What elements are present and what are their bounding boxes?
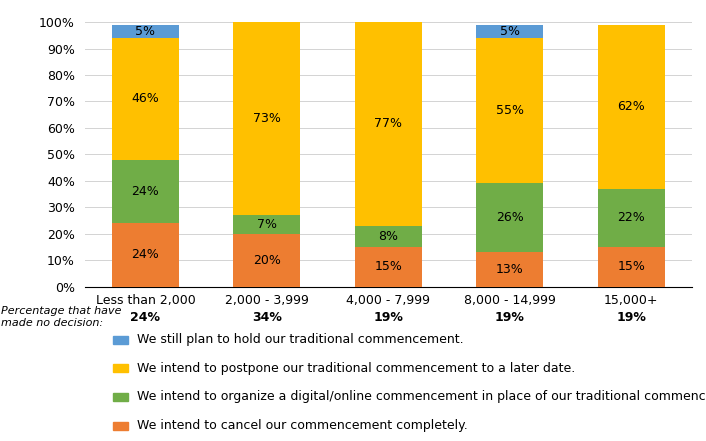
Text: 7%: 7% xyxy=(257,218,277,231)
Text: 24%: 24% xyxy=(131,248,160,262)
Text: 46%: 46% xyxy=(131,92,160,105)
Bar xyxy=(355,247,421,287)
Text: Percentage that have
made no decision:: Percentage that have made no decision: xyxy=(1,306,121,328)
Bar xyxy=(355,22,421,226)
Text: 73%: 73% xyxy=(253,112,281,125)
Text: 19%: 19% xyxy=(616,311,646,324)
Bar xyxy=(112,25,179,38)
Bar xyxy=(598,247,664,287)
Text: 22%: 22% xyxy=(617,211,645,224)
Text: We intend to cancel our commencement completely.: We intend to cancel our commencement com… xyxy=(137,419,467,432)
Text: We still plan to hold our traditional commencement.: We still plan to hold our traditional co… xyxy=(137,333,464,346)
Text: 24%: 24% xyxy=(131,311,160,324)
Text: 55%: 55% xyxy=(496,104,524,117)
Text: 26%: 26% xyxy=(496,211,524,224)
Bar xyxy=(598,25,664,189)
Text: 8%: 8% xyxy=(378,230,398,243)
Bar xyxy=(477,252,543,287)
Text: 5%: 5% xyxy=(500,25,520,38)
Bar xyxy=(234,234,300,287)
Text: 19%: 19% xyxy=(373,311,403,324)
Text: 15%: 15% xyxy=(374,260,402,273)
Text: 5%: 5% xyxy=(136,25,155,38)
Bar xyxy=(477,38,543,183)
Bar xyxy=(234,215,300,234)
Bar xyxy=(112,38,179,160)
Text: 15%: 15% xyxy=(617,260,645,273)
Bar xyxy=(355,226,421,247)
Text: 20%: 20% xyxy=(253,254,281,267)
Text: 62%: 62% xyxy=(617,100,645,113)
Text: 13%: 13% xyxy=(496,263,524,276)
Bar xyxy=(477,25,543,38)
Text: 24%: 24% xyxy=(131,185,160,198)
Bar xyxy=(598,189,664,247)
Bar xyxy=(112,160,179,223)
Bar xyxy=(477,183,543,252)
Text: We intend to organize a digital/online commencement in place of our traditional : We intend to organize a digital/online c… xyxy=(137,390,706,404)
Text: 34%: 34% xyxy=(252,311,282,324)
Text: 77%: 77% xyxy=(374,117,402,131)
Text: We intend to postpone our traditional commencement to a later date.: We intend to postpone our traditional co… xyxy=(137,362,575,375)
Text: 19%: 19% xyxy=(495,311,525,324)
Bar xyxy=(234,22,300,215)
Bar xyxy=(112,223,179,287)
